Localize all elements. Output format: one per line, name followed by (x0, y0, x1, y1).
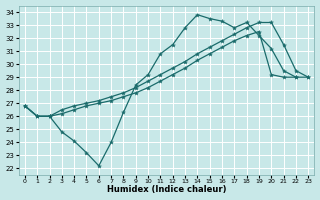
X-axis label: Humidex (Indice chaleur): Humidex (Indice chaleur) (107, 185, 226, 194)
